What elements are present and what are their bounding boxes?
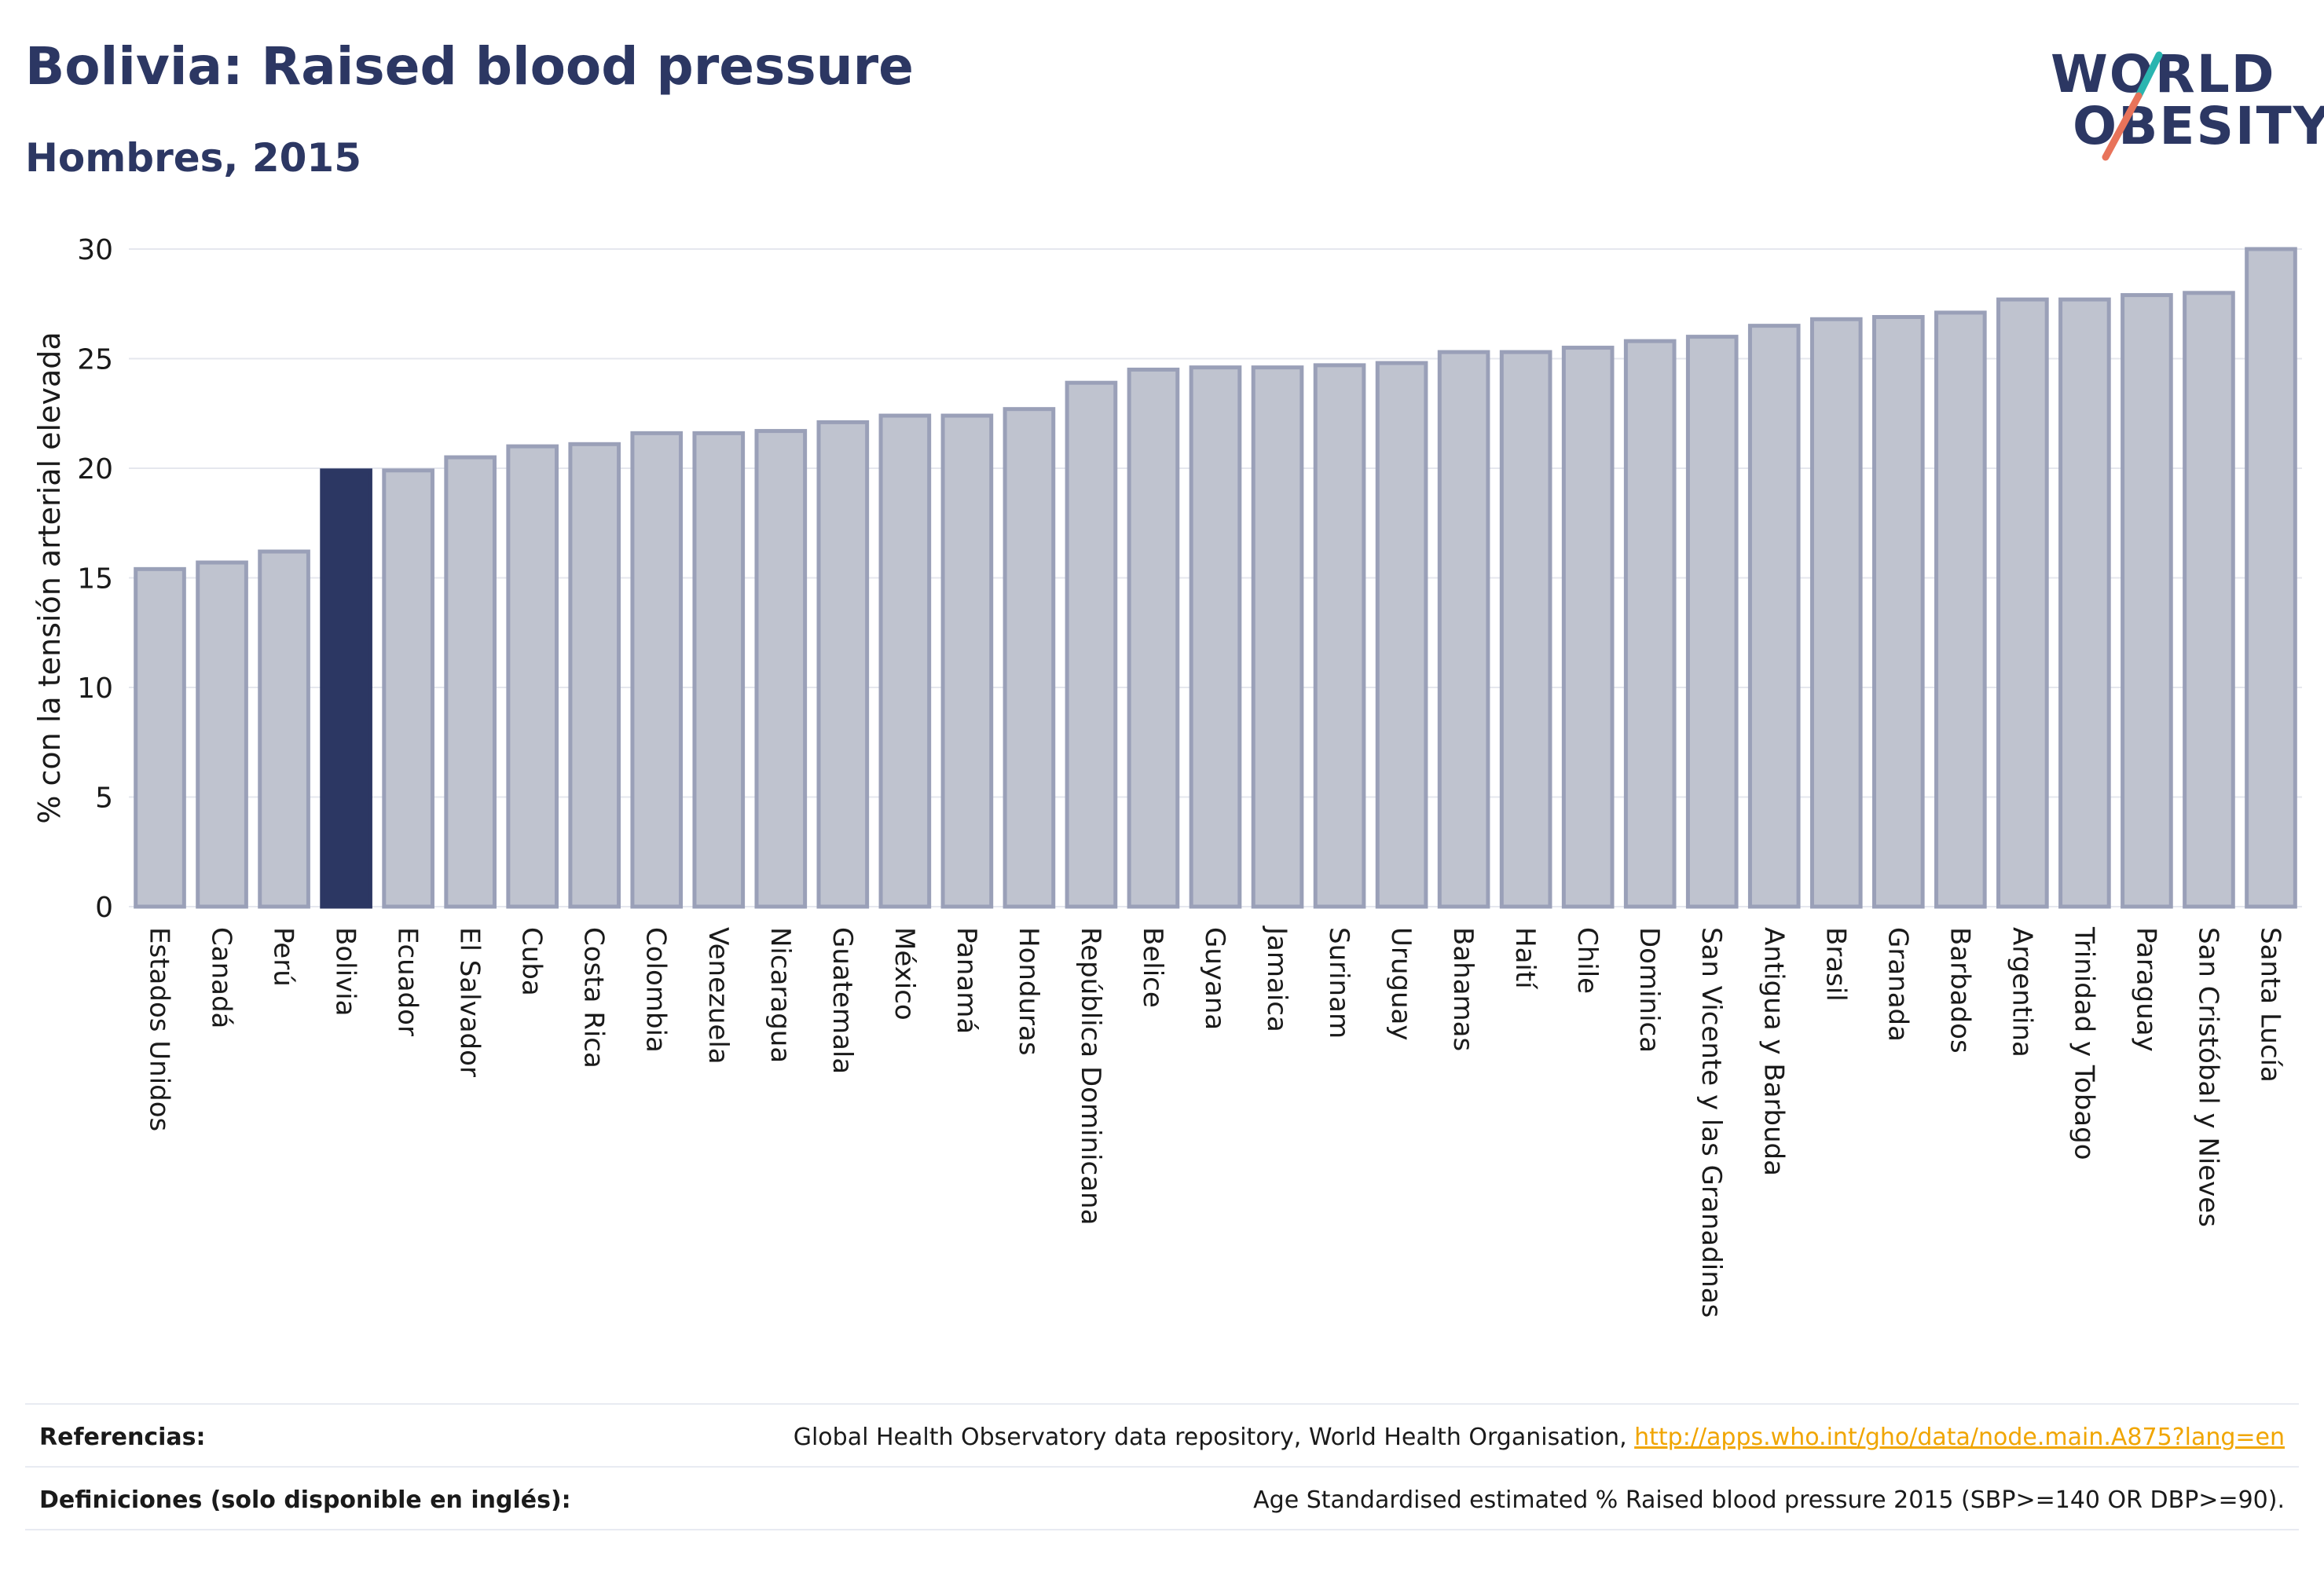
bar <box>2183 291 2235 909</box>
definitions-label: Definiciones (solo disponible en inglés)… <box>39 1486 571 1514</box>
bar <box>568 442 621 909</box>
x-tick-label: Santa Lucía <box>2254 927 2286 1083</box>
world-obesity-logo: WORLD OBESITY <box>2051 31 2324 165</box>
y-axis-label: % con la tensión arterial elevada <box>32 332 67 823</box>
references-row: Referencias: Global Health Observatory d… <box>25 1403 2299 1468</box>
bar <box>1313 363 1366 909</box>
definitions-row: Definiciones (solo disponible en inglés)… <box>25 1466 2299 1530</box>
chart-subtitle: Hombres, 2015 <box>25 135 361 181</box>
x-tick-label: Guyana <box>1199 927 1230 1030</box>
x-axis-ticks: Estados Unidos Canadá Perú Bolivia Ecuador El… <box>144 925 2286 1318</box>
x-tick-label: San Cristóbal y Nieves <box>2192 927 2223 1227</box>
bar <box>1437 350 1490 909</box>
x-tick-label: Nicaragua <box>764 927 796 1063</box>
x-tick-label: Bahamas <box>1447 927 1479 1051</box>
bar <box>1623 339 1677 909</box>
x-tick-label: Estados Unidos <box>144 927 175 1131</box>
bar <box>506 444 559 909</box>
chart-title: Bolivia: Raised blood pressure <box>25 36 914 97</box>
x-tick-label: Costa Rica <box>578 927 610 1068</box>
footer-divider <box>25 1529 2299 1530</box>
bar <box>1003 407 1056 909</box>
bar <box>382 468 434 909</box>
y-tick-label: 5 <box>95 783 113 815</box>
x-tick-label: México <box>889 927 920 1021</box>
y-axis-ticks: 0 5 10 15 20 25 30 <box>77 234 113 924</box>
x-tick-label: Brasil <box>1820 927 1851 1002</box>
bar <box>2245 247 2297 909</box>
y-tick-label: 15 <box>77 563 113 596</box>
bar <box>1127 367 1180 909</box>
logo-slash-icon <box>2102 51 2163 161</box>
bar <box>940 413 994 909</box>
bar <box>816 420 870 909</box>
bar <box>1251 365 1304 909</box>
bar <box>134 566 186 909</box>
definitions-value: Age Standardised estimated % Raised bloo… <box>1253 1486 2285 1514</box>
bar <box>2121 293 2173 909</box>
x-tick-label: Barbados <box>1944 927 1975 1054</box>
x-tick-label: Perú <box>268 927 299 987</box>
x-tick-label: Belice <box>1137 927 1168 1008</box>
x-tick-label: Surinam <box>1323 927 1354 1039</box>
x-tick-label: Trinidad y Tobago <box>2068 926 2099 1160</box>
bar <box>2058 297 2111 909</box>
bar <box>1499 350 1552 909</box>
bar <box>754 429 808 909</box>
x-tick-label: Ecuador <box>392 927 423 1036</box>
x-tick-label: Dominica <box>1633 927 1665 1053</box>
bar <box>320 468 372 909</box>
y-tick-label: 10 <box>77 673 113 705</box>
x-tick-label: Antigua y Barbuda <box>1758 927 1789 1176</box>
bars <box>134 247 2297 909</box>
x-tick-label: Colombia <box>640 927 672 1053</box>
bar <box>444 455 497 909</box>
x-tick-label: Bolivia <box>330 927 361 1016</box>
bar <box>1065 380 1118 909</box>
bar <box>878 413 932 909</box>
x-tick-label: San Vicente y las Granadinas <box>1695 927 1727 1318</box>
bar <box>1871 314 1925 909</box>
bar <box>1747 324 1801 909</box>
bar <box>1809 317 1863 909</box>
bar <box>692 431 746 909</box>
x-tick-label: Cuba <box>516 927 548 996</box>
references-link[interactable]: http://apps.who.int/gho/data/node.main.A… <box>1634 1424 2285 1451</box>
x-tick-label: Guatemala <box>827 927 858 1074</box>
x-tick-label: Chile <box>1571 927 1603 994</box>
x-tick-label: Honduras <box>1013 927 1044 1056</box>
x-tick-label: Venezuela <box>702 927 734 1065</box>
x-tick-label: Jamaica <box>1261 925 1292 1032</box>
x-tick-label: República Dominicana <box>1075 927 1106 1225</box>
bar <box>1189 365 1242 909</box>
x-tick-label: Panamá <box>951 927 982 1034</box>
references-text: Global Health Observatory data repositor… <box>793 1424 1635 1451</box>
y-tick-label: 30 <box>77 234 113 266</box>
y-tick-label: 25 <box>77 344 113 376</box>
x-tick-label: Canadá <box>206 927 237 1028</box>
x-tick-label: Argentina <box>2006 927 2037 1057</box>
y-tick-label: 0 <box>95 892 113 924</box>
x-tick-label: Haití <box>1509 927 1541 990</box>
references-label: Referencias: <box>39 1424 206 1451</box>
references-value: Global Health Observatory data repositor… <box>794 1424 2285 1451</box>
x-tick-label: Granada <box>1882 927 1913 1042</box>
bar <box>1996 297 2049 909</box>
logo-text-world: WORLD <box>2051 44 2276 104</box>
bar <box>258 549 310 909</box>
bar <box>196 560 248 909</box>
bar-chart: 0 5 10 15 20 25 30 Estados Unidos Canadá Perú Bol… <box>32 234 2302 1318</box>
bar <box>1375 361 1428 909</box>
bar <box>630 431 684 909</box>
x-tick-label: Uruguay <box>1385 927 1417 1041</box>
x-tick-label: Paraguay <box>2130 927 2161 1052</box>
bar <box>1934 310 1987 909</box>
bar <box>1561 346 1615 909</box>
bar <box>1685 335 1739 909</box>
y-tick-label: 20 <box>77 453 113 486</box>
x-tick-label: El Salvador <box>454 927 486 1077</box>
